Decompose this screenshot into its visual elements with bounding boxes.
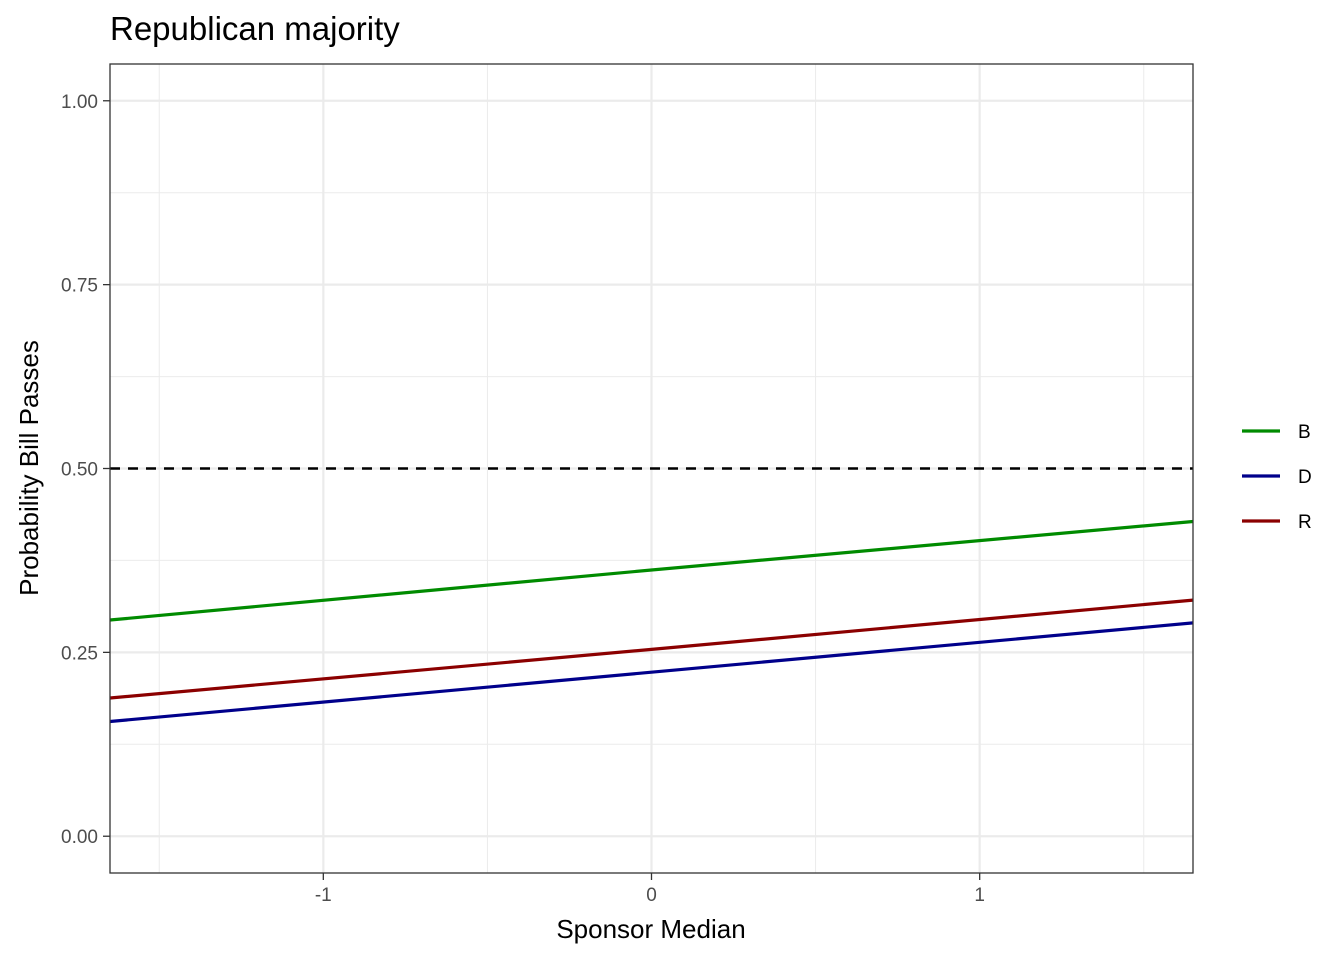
series-line-d xyxy=(109,621,1194,724)
series-line-b xyxy=(109,519,1194,622)
y-axis: 0.00 0.25 0.50 0.75 1.00 xyxy=(61,92,110,848)
y-tick-label: 1.00 xyxy=(61,92,98,113)
legend: B D R xyxy=(1242,422,1312,533)
y-tick-label: 0.50 xyxy=(61,460,98,481)
y-tick-label: 0.25 xyxy=(61,643,98,664)
chart-title: Republican majority xyxy=(110,10,400,47)
y-tick-label: 0.00 xyxy=(61,827,98,848)
x-axis-title: Sponsor Median xyxy=(556,914,745,944)
legend-label-d: D xyxy=(1298,467,1312,488)
legend-label-r: R xyxy=(1298,512,1312,533)
x-tick-label: 1 xyxy=(974,885,985,906)
x-axis: -1 0 1 xyxy=(315,873,985,906)
y-axis-title: Probability Bill Passes xyxy=(14,340,44,596)
series-lines xyxy=(109,519,1194,724)
x-tick-label: -1 xyxy=(315,885,332,906)
legend-label-b: B xyxy=(1298,422,1311,443)
x-tick-label: 0 xyxy=(646,885,657,906)
y-tick-label: 0.75 xyxy=(61,276,98,297)
series-line-r xyxy=(109,598,1194,700)
